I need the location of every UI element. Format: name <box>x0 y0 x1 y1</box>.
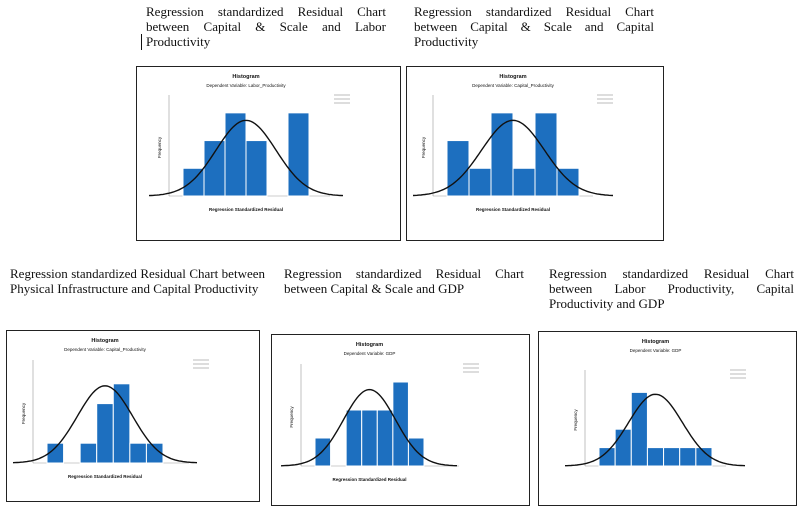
histogram-frame-capital-productivity: Histogram Dependent Variable: Capital_Pro… <box>406 66 664 241</box>
normal-curve <box>565 393 746 467</box>
chart-subtitle: Dependent Variable: GDP <box>344 351 396 356</box>
chart-title: Histogram <box>642 339 669 345</box>
caption-capital-scale-gdp: Regression standardized Residual Chart b… <box>284 266 524 296</box>
histogram-chart-5: Histogram Dependent Variable: GDP Frequenc… <box>565 339 746 467</box>
histogram-chart-3: Histogram Dependent Variable: Capital_Pro… <box>12 338 209 479</box>
normal-curve <box>280 388 457 467</box>
histogram-chart-4: Histogram Dependent Variable: GDP Frequenc… <box>280 342 479 482</box>
histogram-bar <box>468 167 492 197</box>
caption-physical-infrastructure: Regression standardized Residual Chart b… <box>10 266 265 296</box>
histogram-bar <box>96 403 114 464</box>
y-axis-label: Frequency <box>289 406 294 428</box>
chart-subtitle: Dependent Variable: Labor_Productivity <box>206 83 286 88</box>
x-axis-label: Regression Standardized Residual <box>476 207 550 212</box>
histogram-bar <box>245 140 268 197</box>
normal-curve <box>412 119 614 197</box>
histogram-bar <box>392 381 409 467</box>
x-axis-label: Regression Standardized Residual <box>209 207 283 212</box>
caption-capital-productivity: Regression standardized Residual Chart b… <box>414 4 654 49</box>
histogram-bar <box>695 447 713 467</box>
chart-subtitle: Dependent Variable: Capital_Productivity <box>472 83 554 88</box>
chart-subtitle: Dependent Variable: Capital_Productivity <box>64 347 146 352</box>
chart-title: Histogram <box>232 74 259 80</box>
normal-curve <box>148 119 344 197</box>
histogram-bar <box>646 447 665 467</box>
y-axis-label: Frequency <box>157 136 162 158</box>
histogram-bar <box>361 409 378 467</box>
normal-curve <box>12 385 198 464</box>
histogram-bar <box>679 447 697 467</box>
histogram-bar <box>46 442 65 464</box>
x-axis-label: Regression Standardized Residual <box>332 477 406 482</box>
chart-title: Histogram <box>91 338 118 344</box>
caption-labor-productivity: Regression standardized Residual Chart b… <box>146 4 386 49</box>
y-axis-label: Frequency <box>21 402 26 424</box>
histogram-bar <box>145 442 164 464</box>
histogram-bar <box>512 167 536 197</box>
histogram-bar <box>407 437 425 467</box>
histogram-bar <box>203 140 226 197</box>
y-axis-label: Frequency <box>421 136 426 158</box>
histogram-bar <box>79 442 98 464</box>
histogram-bar <box>314 437 332 467</box>
histogram-bar <box>630 391 648 467</box>
y-axis-label: Frequency <box>573 409 578 431</box>
x-axis-label: Regression Standardized Residual <box>68 474 142 479</box>
caption-labor-capital-gdp: Regression standardized Residual Chart b… <box>549 266 794 311</box>
histogram-chart-2: Histogram Dependent Variable: Capital_Pro… <box>412 74 614 212</box>
text-cursor <box>141 34 142 50</box>
histogram-bar <box>129 442 147 464</box>
chart-subtitle: Dependent Variable: GDP <box>630 348 682 353</box>
histogram-chart-1: Histogram Dependent Variable: Labor_Produ… <box>148 74 350 212</box>
histogram-bar <box>614 428 632 467</box>
histogram-frame-labor-capital-gdp: Histogram Dependent Variable: GDP Frequenc… <box>538 331 797 506</box>
histogram-bar <box>345 409 363 467</box>
histogram-bar <box>446 140 470 197</box>
histogram-bar <box>556 167 580 197</box>
chart-title: Histogram <box>356 342 383 348</box>
histogram-bar <box>112 383 131 464</box>
histogram-bar <box>663 447 681 467</box>
chart-title: Histogram <box>499 74 526 80</box>
histogram-frame-capital-scale-gdp: Histogram Dependent Variable: GDP Frequenc… <box>271 334 530 506</box>
histogram-frame-physical-infrastructure: Histogram Dependent Variable: Capital_Pro… <box>6 330 260 502</box>
histogram-bar <box>376 409 394 467</box>
histogram-bar <box>534 112 558 197</box>
histogram-frame-labor-productivity: Histogram Dependent Variable: Labor_Produ… <box>136 66 401 241</box>
histogram-bar <box>287 112 310 197</box>
histogram-bar <box>490 112 514 197</box>
